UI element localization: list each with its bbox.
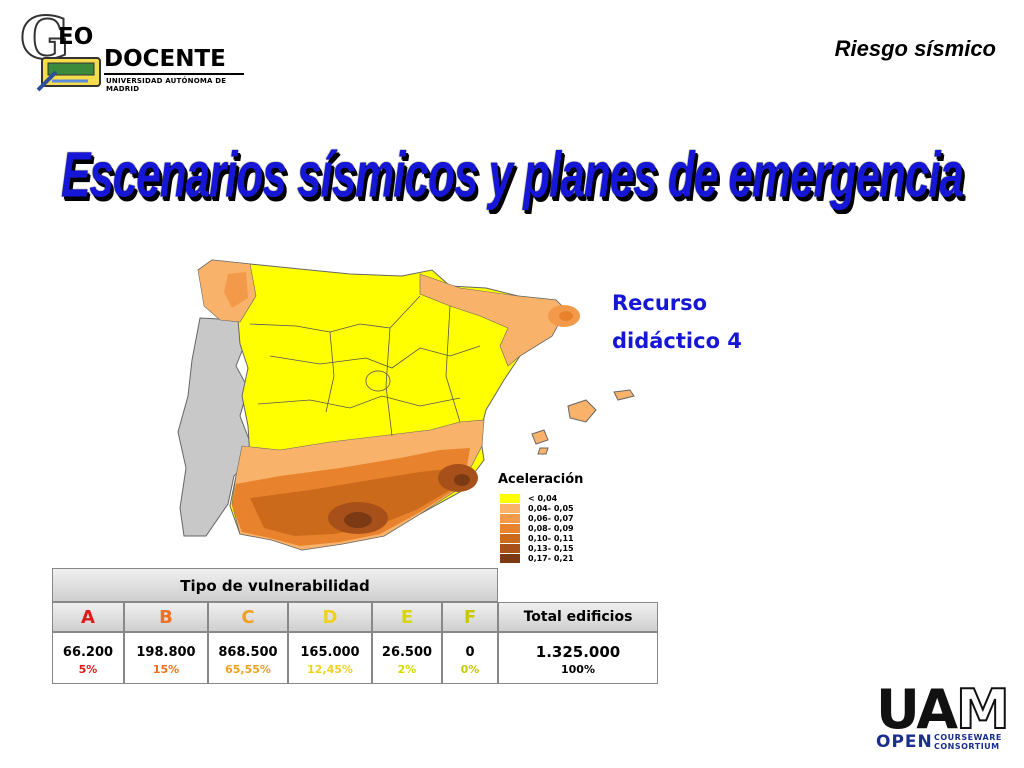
map-portugal	[177, 317, 251, 537]
table-percent: 65,55%	[225, 663, 271, 676]
uam-letters: UA	[876, 678, 958, 741]
table-header-letter: A	[81, 607, 95, 628]
table-value-cell: 868.500 65,55%	[208, 632, 288, 684]
table-header-letter: E	[400, 607, 414, 628]
table-percent: 5%	[78, 663, 98, 676]
blackboard-icon	[36, 57, 101, 92]
map-formentera	[537, 447, 549, 455]
legend-swatch	[500, 524, 520, 533]
table-header-cell: C	[208, 602, 288, 632]
legend-label: 0,10- 0,11	[528, 534, 574, 543]
seismic-hazard-map	[177, 259, 635, 551]
table-header-total: Total edificios	[523, 609, 633, 625]
map-mallorca	[567, 399, 597, 423]
table-value: 26.500	[381, 645, 433, 660]
map-menorca	[613, 389, 635, 401]
legend-item: 0,10- 0,11	[500, 534, 574, 543]
legend-item: 0,13- 0,15	[500, 544, 574, 553]
geodocente-logo: G EO DOCENTE UNIVERSIDAD AUTÓNOMA DE MAD…	[14, 3, 254, 93]
legend-swatch	[500, 544, 520, 553]
courseware-text: COURSEWARE CONSORTIUM	[934, 733, 1002, 751]
map-region-borders	[249, 295, 481, 437]
table-percent: 0%	[460, 663, 480, 676]
table-header-cell: F	[442, 602, 498, 632]
table-value: 0	[465, 645, 475, 660]
table-value-cell: 0 0%	[442, 632, 498, 684]
courseware-line2: CONSORTIUM	[934, 742, 1000, 751]
table-percent: 15%	[152, 663, 180, 676]
logo-university: UNIVERSIDAD AUTÓNOMA DE MADRID	[106, 77, 227, 93]
table-percent: 2%	[397, 663, 417, 676]
section-title: Riesgo sísmico	[834, 36, 996, 61]
uam-text: UAM	[876, 677, 1011, 742]
courseware-line1: COURSEWARE	[934, 733, 1002, 742]
legend-item: < 0,04	[500, 494, 557, 503]
open-text: OPEN	[876, 732, 933, 752]
legend-item: 0,06- 0,07	[500, 514, 574, 523]
map-ibiza	[531, 429, 549, 445]
resource-label-line1: Recurso	[612, 291, 708, 315]
legend-swatch	[500, 534, 520, 543]
table-header-letter: F	[463, 607, 477, 628]
legend-label: 0,04- 0,05	[528, 504, 574, 513]
map-zone-south-3	[250, 468, 456, 536]
legend-item: 0,08- 0,09	[500, 524, 574, 533]
resource-label: Recurso didáctico 4	[612, 284, 802, 360]
legend-swatch	[500, 504, 520, 513]
legend-label: 0,08- 0,09	[528, 524, 574, 533]
uam-m-letter: M	[955, 677, 1011, 742]
table-total-value: 1.325.000	[535, 643, 621, 661]
legend-item: 0,04- 0,05	[500, 504, 574, 513]
table-header-cell: B	[124, 602, 208, 632]
table-value: 66.200	[62, 645, 114, 660]
logo-rule	[104, 73, 244, 75]
map-zone-pyrenees	[419, 273, 567, 367]
legend-label: 0,17- 0,21	[528, 554, 574, 563]
page-title: Escenarios sísmicos y planes de emergenc…	[60, 140, 964, 212]
map-zone-catalonia-core	[559, 311, 573, 321]
table-value-cell: 165.000 12,45%	[288, 632, 372, 684]
map-zone-granada-core	[344, 512, 372, 528]
table-value: 165.000	[300, 645, 360, 660]
table-value-cell: 198.800 15%	[124, 632, 208, 684]
table-total-cell: 1.325.000 100%	[498, 632, 658, 684]
table-header-letter: D	[322, 607, 338, 628]
legend-label: 0,06- 0,07	[528, 514, 574, 523]
table-value-cell: 26.500 2%	[372, 632, 442, 684]
table-header-cell: D	[288, 602, 372, 632]
table-header-cell: A	[52, 602, 124, 632]
table-header-letter: C	[241, 607, 255, 628]
legend-swatch	[500, 494, 520, 503]
table-header-letter: B	[159, 607, 173, 628]
map-zone-murcia-core	[454, 474, 470, 486]
table-value-cell: 66.200 5%	[52, 632, 124, 684]
table-value: 198.800	[136, 645, 196, 660]
legend-item: 0,17- 0,21	[500, 554, 574, 563]
logo-docente: DOCENTE	[104, 46, 226, 72]
table-header-cell: E	[372, 602, 442, 632]
legend-swatch	[500, 554, 520, 563]
table-title-cell: Tipo de vulnerabilidad	[52, 568, 498, 602]
map-zone-nw-inner	[224, 272, 248, 308]
map-legend: Aceleración < 0,04 0,04- 0,05 0,06- 0,07…	[496, 470, 616, 580]
uam-opencourseware-logo: UAM OPEN COURSEWARE CONSORTIUM	[876, 677, 1011, 754]
legend-swatch	[500, 514, 520, 523]
table-value: 868.500	[218, 645, 278, 660]
legend-label: 0,13- 0,15	[528, 544, 574, 553]
table-percent: 12,45%	[307, 663, 353, 676]
legend-title: Aceleración	[498, 472, 584, 487]
vulnerability-table: Tipo de vulnerabilidad A B C D E F Total…	[52, 568, 658, 684]
table-total-percent: 100%	[561, 663, 595, 676]
resource-label-line2: didáctico 4	[612, 329, 742, 353]
table-title: Tipo de vulnerabilidad	[180, 577, 370, 595]
legend-label: < 0,04	[528, 494, 558, 503]
table-header-total-cell: Total edificios	[498, 602, 658, 632]
logo-eo: EO	[58, 24, 94, 50]
